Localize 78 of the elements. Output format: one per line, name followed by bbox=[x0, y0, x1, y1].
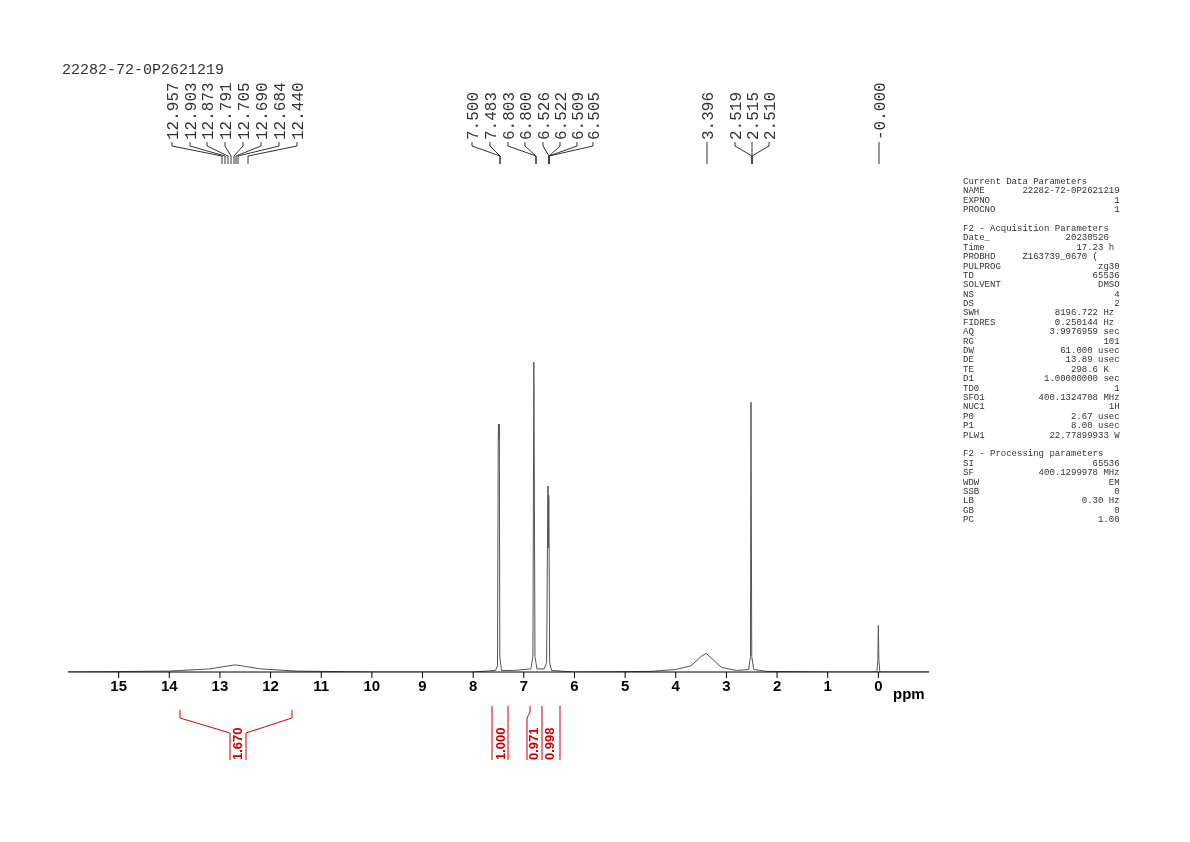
text: P0 2.67 usec bbox=[963, 411, 1120, 422]
text: 6.800 bbox=[518, 91, 536, 140]
text: 2.510 bbox=[762, 91, 780, 140]
x-tick-label: 4 bbox=[671, 676, 681, 694]
text: -0.000 bbox=[872, 82, 890, 140]
x-tick-label: 10 bbox=[363, 676, 381, 694]
text: 0.971 bbox=[526, 727, 541, 760]
x-tick-label: 2 bbox=[772, 676, 782, 694]
x-tick-label: 1 bbox=[823, 676, 832, 694]
text: D1 1.00000000 sec bbox=[963, 374, 1120, 385]
text: 7.500 bbox=[465, 91, 483, 140]
text: 6.803 bbox=[501, 91, 519, 140]
x-tick-label: 14 bbox=[160, 676, 179, 694]
text: WDW EM bbox=[963, 477, 1120, 488]
text: TE 298.6 K bbox=[963, 364, 1110, 375]
text: DE 13.89 usec bbox=[963, 355, 1120, 366]
x-tick-label: 11 bbox=[313, 676, 330, 694]
text: LB 0.30 Hz bbox=[963, 496, 1120, 507]
text: 3.396 bbox=[700, 91, 718, 140]
text: SI 65536 bbox=[963, 458, 1120, 469]
x-tick-label: 3 bbox=[722, 676, 731, 694]
text: F2 - Processing parameters bbox=[963, 449, 1105, 460]
text: Current Data Parameters bbox=[963, 177, 1089, 187]
text: SWH 8196.722 Hz bbox=[963, 308, 1116, 319]
x-tick-label: 8 bbox=[469, 676, 478, 694]
x-tick-label: 5 bbox=[620, 676, 630, 694]
text: SF 400.1299978 MHz bbox=[963, 468, 1120, 479]
text: PULPROG zg30 bbox=[963, 261, 1120, 272]
x-tick-label: 9 bbox=[418, 676, 427, 694]
x-axis-title: ppm bbox=[893, 685, 925, 702]
text: 1.000 bbox=[493, 727, 508, 760]
x-tick-label: 7 bbox=[519, 676, 528, 694]
text: 6.522 bbox=[553, 91, 571, 140]
chart-title: 22282-72-0P2621219 bbox=[62, 62, 225, 79]
text: NAME 22282-72-0P2621219 bbox=[963, 186, 1120, 197]
x-tick-label: 15 bbox=[110, 676, 127, 694]
text: NUC1 1H bbox=[963, 402, 1120, 413]
x-tick-label: 0 bbox=[874, 676, 883, 694]
x-tick-label: 6 bbox=[570, 676, 579, 694]
text: 12.903 bbox=[183, 82, 201, 140]
text: PROBHD Z163739_0670 ( bbox=[963, 252, 1100, 263]
text: PROCNO 1 bbox=[963, 205, 1120, 216]
text: AQ 3.9976959 sec bbox=[963, 327, 1120, 338]
text: EXPNO 1 bbox=[963, 195, 1120, 206]
text: 12.873 bbox=[200, 82, 218, 140]
text: DS 2 bbox=[963, 299, 1120, 310]
text: 6.509 bbox=[570, 91, 588, 140]
x-tick-label: 13 bbox=[211, 676, 229, 694]
text: 12.440 bbox=[290, 82, 308, 140]
text: GB 0 bbox=[963, 505, 1120, 516]
text: DW 61.000 usec bbox=[963, 346, 1120, 357]
text: 12.684 bbox=[272, 82, 290, 140]
text: F2 - Acquisition Parameters bbox=[963, 223, 1110, 234]
text: 12.791 bbox=[218, 82, 236, 140]
text: 6.526 bbox=[536, 91, 554, 140]
text: 7.483 bbox=[483, 91, 501, 140]
text: 12.957 bbox=[165, 82, 183, 140]
text: NS 4 bbox=[963, 289, 1120, 300]
text: 12.705 bbox=[236, 82, 254, 140]
text: RG 101 bbox=[963, 336, 1120, 347]
text: Time 17.23 h bbox=[963, 242, 1116, 253]
text: Date_ 20230526 bbox=[963, 233, 1109, 244]
text: 0.998 bbox=[542, 727, 557, 760]
text: SSB 0 bbox=[963, 486, 1120, 497]
text: PLW1 22.77899933 W bbox=[963, 430, 1120, 441]
text: FIDRES 0.250144 Hz bbox=[963, 317, 1116, 328]
text: 12.690 bbox=[254, 82, 272, 140]
text: SOLVENT DMSO bbox=[963, 280, 1120, 291]
text: PC 1.00 bbox=[963, 515, 1120, 526]
text: 2.515 bbox=[745, 91, 763, 140]
text: TD 65536 bbox=[963, 270, 1120, 281]
text: 6.505 bbox=[586, 91, 604, 140]
text: TD0 1 bbox=[963, 383, 1120, 394]
text: SFO1 400.1324708 MHz bbox=[963, 392, 1120, 403]
text: 1.670 bbox=[230, 727, 245, 760]
text: 2.519 bbox=[728, 91, 746, 140]
x-tick-label: 12 bbox=[262, 676, 279, 694]
text: P1 8.00 usec bbox=[963, 421, 1120, 432]
